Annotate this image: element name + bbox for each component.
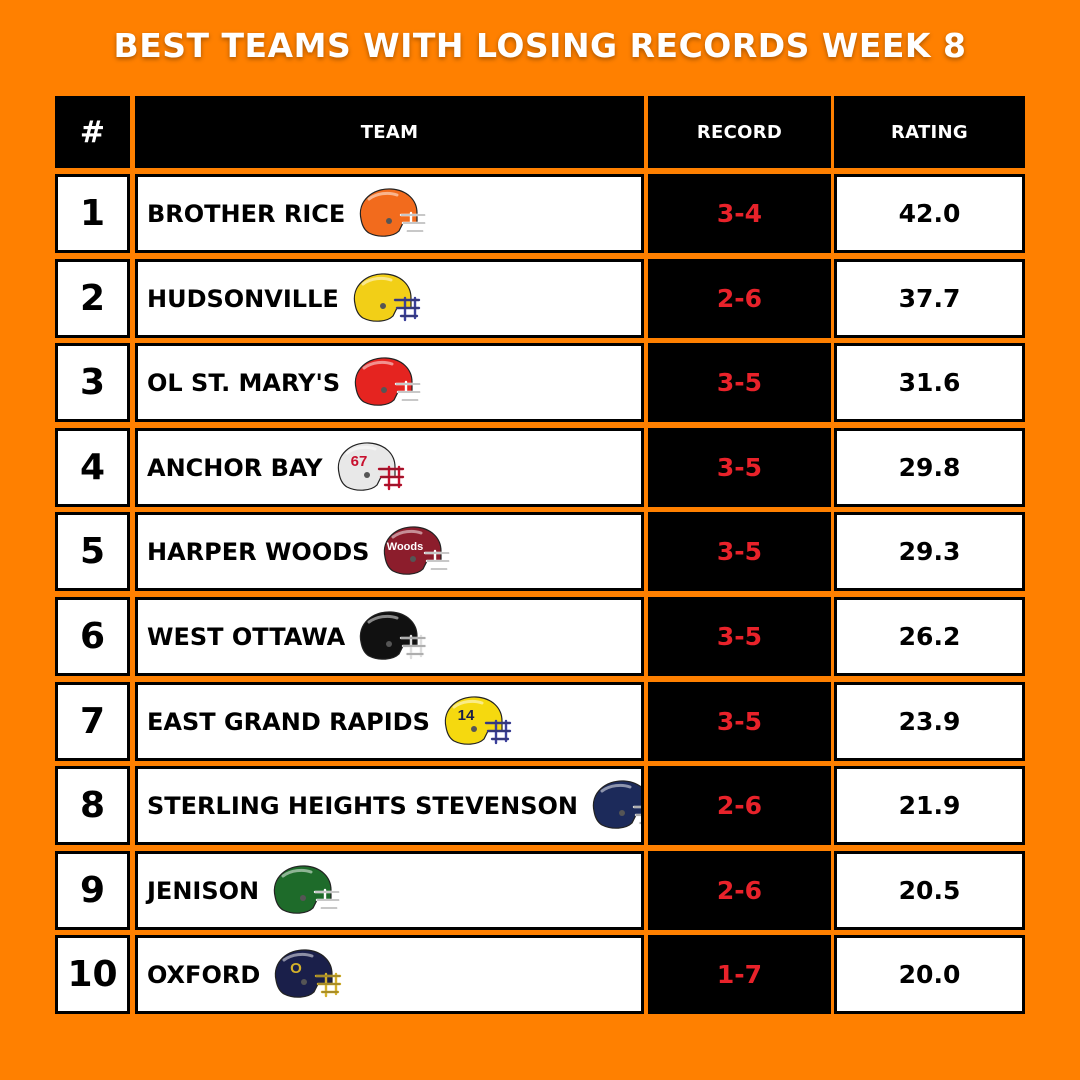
harper-woods-helmet-icon: Woods: [384, 525, 451, 575]
rating-cell: 20.5: [834, 851, 1025, 930]
ol-st-marys-helmet-icon: [354, 356, 422, 406]
team-name: WEST OTTAWA: [147, 622, 346, 651]
team-name: OL ST. MARY'S: [147, 368, 341, 397]
team-name: HARPER WOODS: [147, 537, 370, 566]
team-name: BROTHER RICE: [147, 199, 346, 228]
rating-cell: 29.8: [834, 428, 1025, 507]
helmet-mark: 14: [458, 707, 475, 724]
record-cell: 3-5: [648, 597, 831, 676]
anchor-bay-helmet-icon: 67: [337, 441, 404, 491]
rank-cell: 5: [55, 512, 130, 591]
rank-cell: 1: [55, 174, 130, 253]
team-cell: WEST OTTAWA: [135, 597, 644, 676]
team-cell: HUDSONVILLE: [135, 259, 644, 338]
rank-cell: 6: [55, 597, 130, 676]
jenison-helmet-icon: [273, 864, 341, 914]
team-cell: HARPER WOODS Woods: [135, 512, 644, 591]
rank-cell: 2: [55, 259, 130, 338]
header-rank: #: [55, 96, 130, 168]
rank-cell: 7: [55, 682, 130, 761]
brother-rice-helmet-icon: [360, 187, 427, 237]
sterling-heights-stevenson-helmet-icon: [592, 779, 641, 829]
record-cell: 3-5: [648, 512, 831, 591]
team-name: ANCHOR BAY: [147, 453, 323, 482]
team-cell: STERLING HEIGHTS STEVENSON: [135, 766, 644, 845]
hudsonville-helmet-icon: [353, 272, 420, 322]
team-name: OXFORD: [147, 960, 261, 989]
rating-cell: 31.6: [834, 343, 1025, 422]
header-record: RECORD: [648, 96, 831, 168]
rank-cell: 9: [55, 851, 130, 930]
record-cell: 3-4: [648, 174, 831, 253]
record-cell: 2-6: [648, 851, 831, 930]
rating-cell: 20.0: [834, 935, 1025, 1014]
rating-cell: 21.9: [834, 766, 1025, 845]
helmet-mark: O: [290, 960, 302, 977]
oxford-helmet-icon: O: [275, 948, 342, 998]
rating-cell: 29.3: [834, 512, 1025, 591]
record-cell: 1-7: [648, 935, 831, 1014]
team-name: HUDSONVILLE: [147, 284, 339, 313]
team-name: STERLING HEIGHTS STEVENSON: [147, 791, 578, 820]
rating-cell: 23.9: [834, 682, 1025, 761]
west-ottawa-helmet-icon: [359, 610, 427, 660]
helmet-mark: Woods: [387, 541, 423, 553]
rating-cell: 26.2: [834, 597, 1025, 676]
record-cell: 2-6: [648, 766, 831, 845]
page-title: BEST TEAMS WITH LOSING RECORDS WEEK 8: [113, 26, 967, 65]
rank-cell: 3: [55, 343, 130, 422]
rating-cell: 37.7: [834, 259, 1025, 338]
header-team: TEAM: [135, 96, 644, 168]
rank-cell: 10: [55, 935, 130, 1014]
team-cell: ANCHOR BAY 67: [135, 428, 644, 507]
record-cell: 3-5: [648, 343, 831, 422]
team-cell: OXFORD O: [135, 935, 644, 1014]
helmet-mark: 67: [350, 453, 367, 470]
east-grand-rapids-helmet-icon: 14: [444, 695, 512, 745]
header-rating: RATING: [834, 96, 1025, 168]
record-cell: 3-5: [648, 428, 831, 507]
rank-cell: 8: [55, 766, 130, 845]
team-cell: EAST GRAND RAPIDS 14: [135, 682, 644, 761]
record-cell: 2-6: [648, 259, 831, 338]
team-name: EAST GRAND RAPIDS: [147, 707, 430, 736]
team-cell: JENISON: [135, 851, 644, 930]
rating-cell: 42.0: [834, 174, 1025, 253]
team-cell: BROTHER RICE: [135, 174, 644, 253]
team-name: JENISON: [147, 876, 260, 905]
rank-cell: 4: [55, 428, 130, 507]
record-cell: 3-5: [648, 682, 831, 761]
team-cell: OL ST. MARY'S: [135, 343, 644, 422]
